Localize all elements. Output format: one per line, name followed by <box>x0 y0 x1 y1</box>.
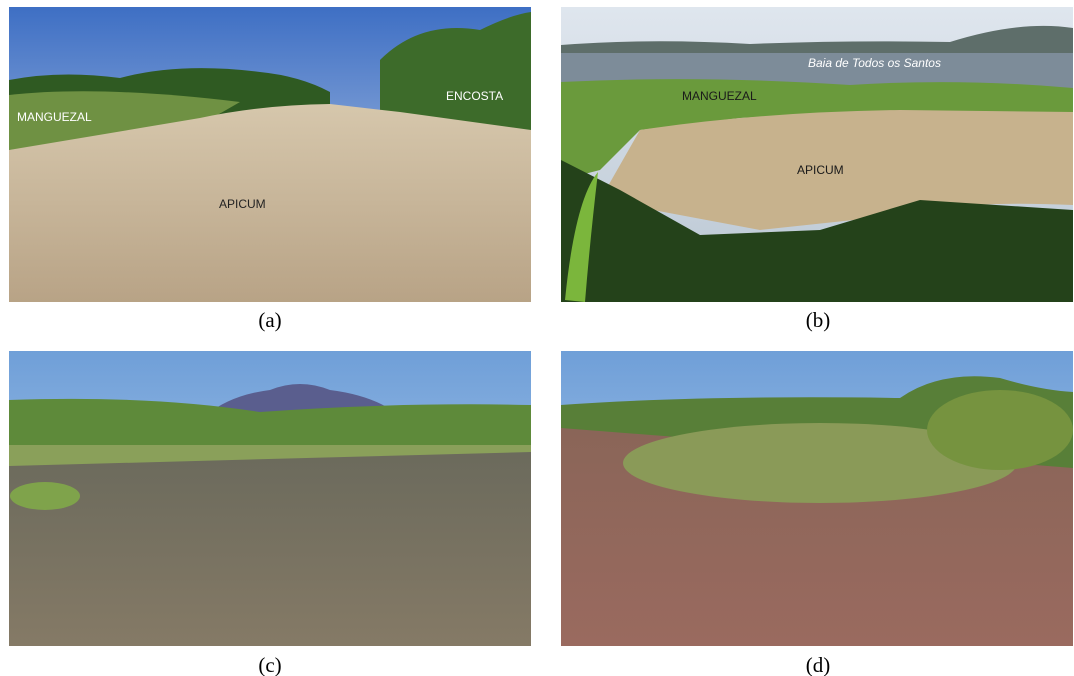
hills <box>561 25 1073 55</box>
caption: (a) <box>258 308 281 332</box>
photo-b: Baia de Todos os Santos MANGUEZAL APICUM <box>561 7 1073 302</box>
caption: (c) <box>258 653 281 676</box>
photo-c <box>9 351 531 646</box>
mangrove <box>9 91 240 150</box>
photo-a: MANGUEZAL ENCOSTA APICUM <box>9 7 531 302</box>
sand-flat <box>9 104 531 302</box>
banana-leaf <box>565 172 598 302</box>
salt-flat <box>600 110 1073 230</box>
annotation: ENCOSTA <box>446 89 503 103</box>
annotation: Baia de Todos os Santos <box>808 56 941 70</box>
slope-forest <box>380 12 531 135</box>
annotation: MANGUEZAL <box>682 89 757 103</box>
annotation: APICUM <box>219 197 266 211</box>
shrub <box>927 390 1073 470</box>
mangrove <box>561 79 1073 180</box>
annotation: APICUM <box>797 163 844 177</box>
annotation: MANGUEZAL <box>17 110 92 124</box>
foreground-vegetation <box>561 160 1073 302</box>
caption: (b) <box>806 308 831 332</box>
shrub-patch <box>623 423 1017 503</box>
shrub <box>10 482 80 510</box>
caption: (d) <box>806 653 831 676</box>
saltmarsh-ground <box>9 452 531 646</box>
photo-d <box>561 351 1073 646</box>
